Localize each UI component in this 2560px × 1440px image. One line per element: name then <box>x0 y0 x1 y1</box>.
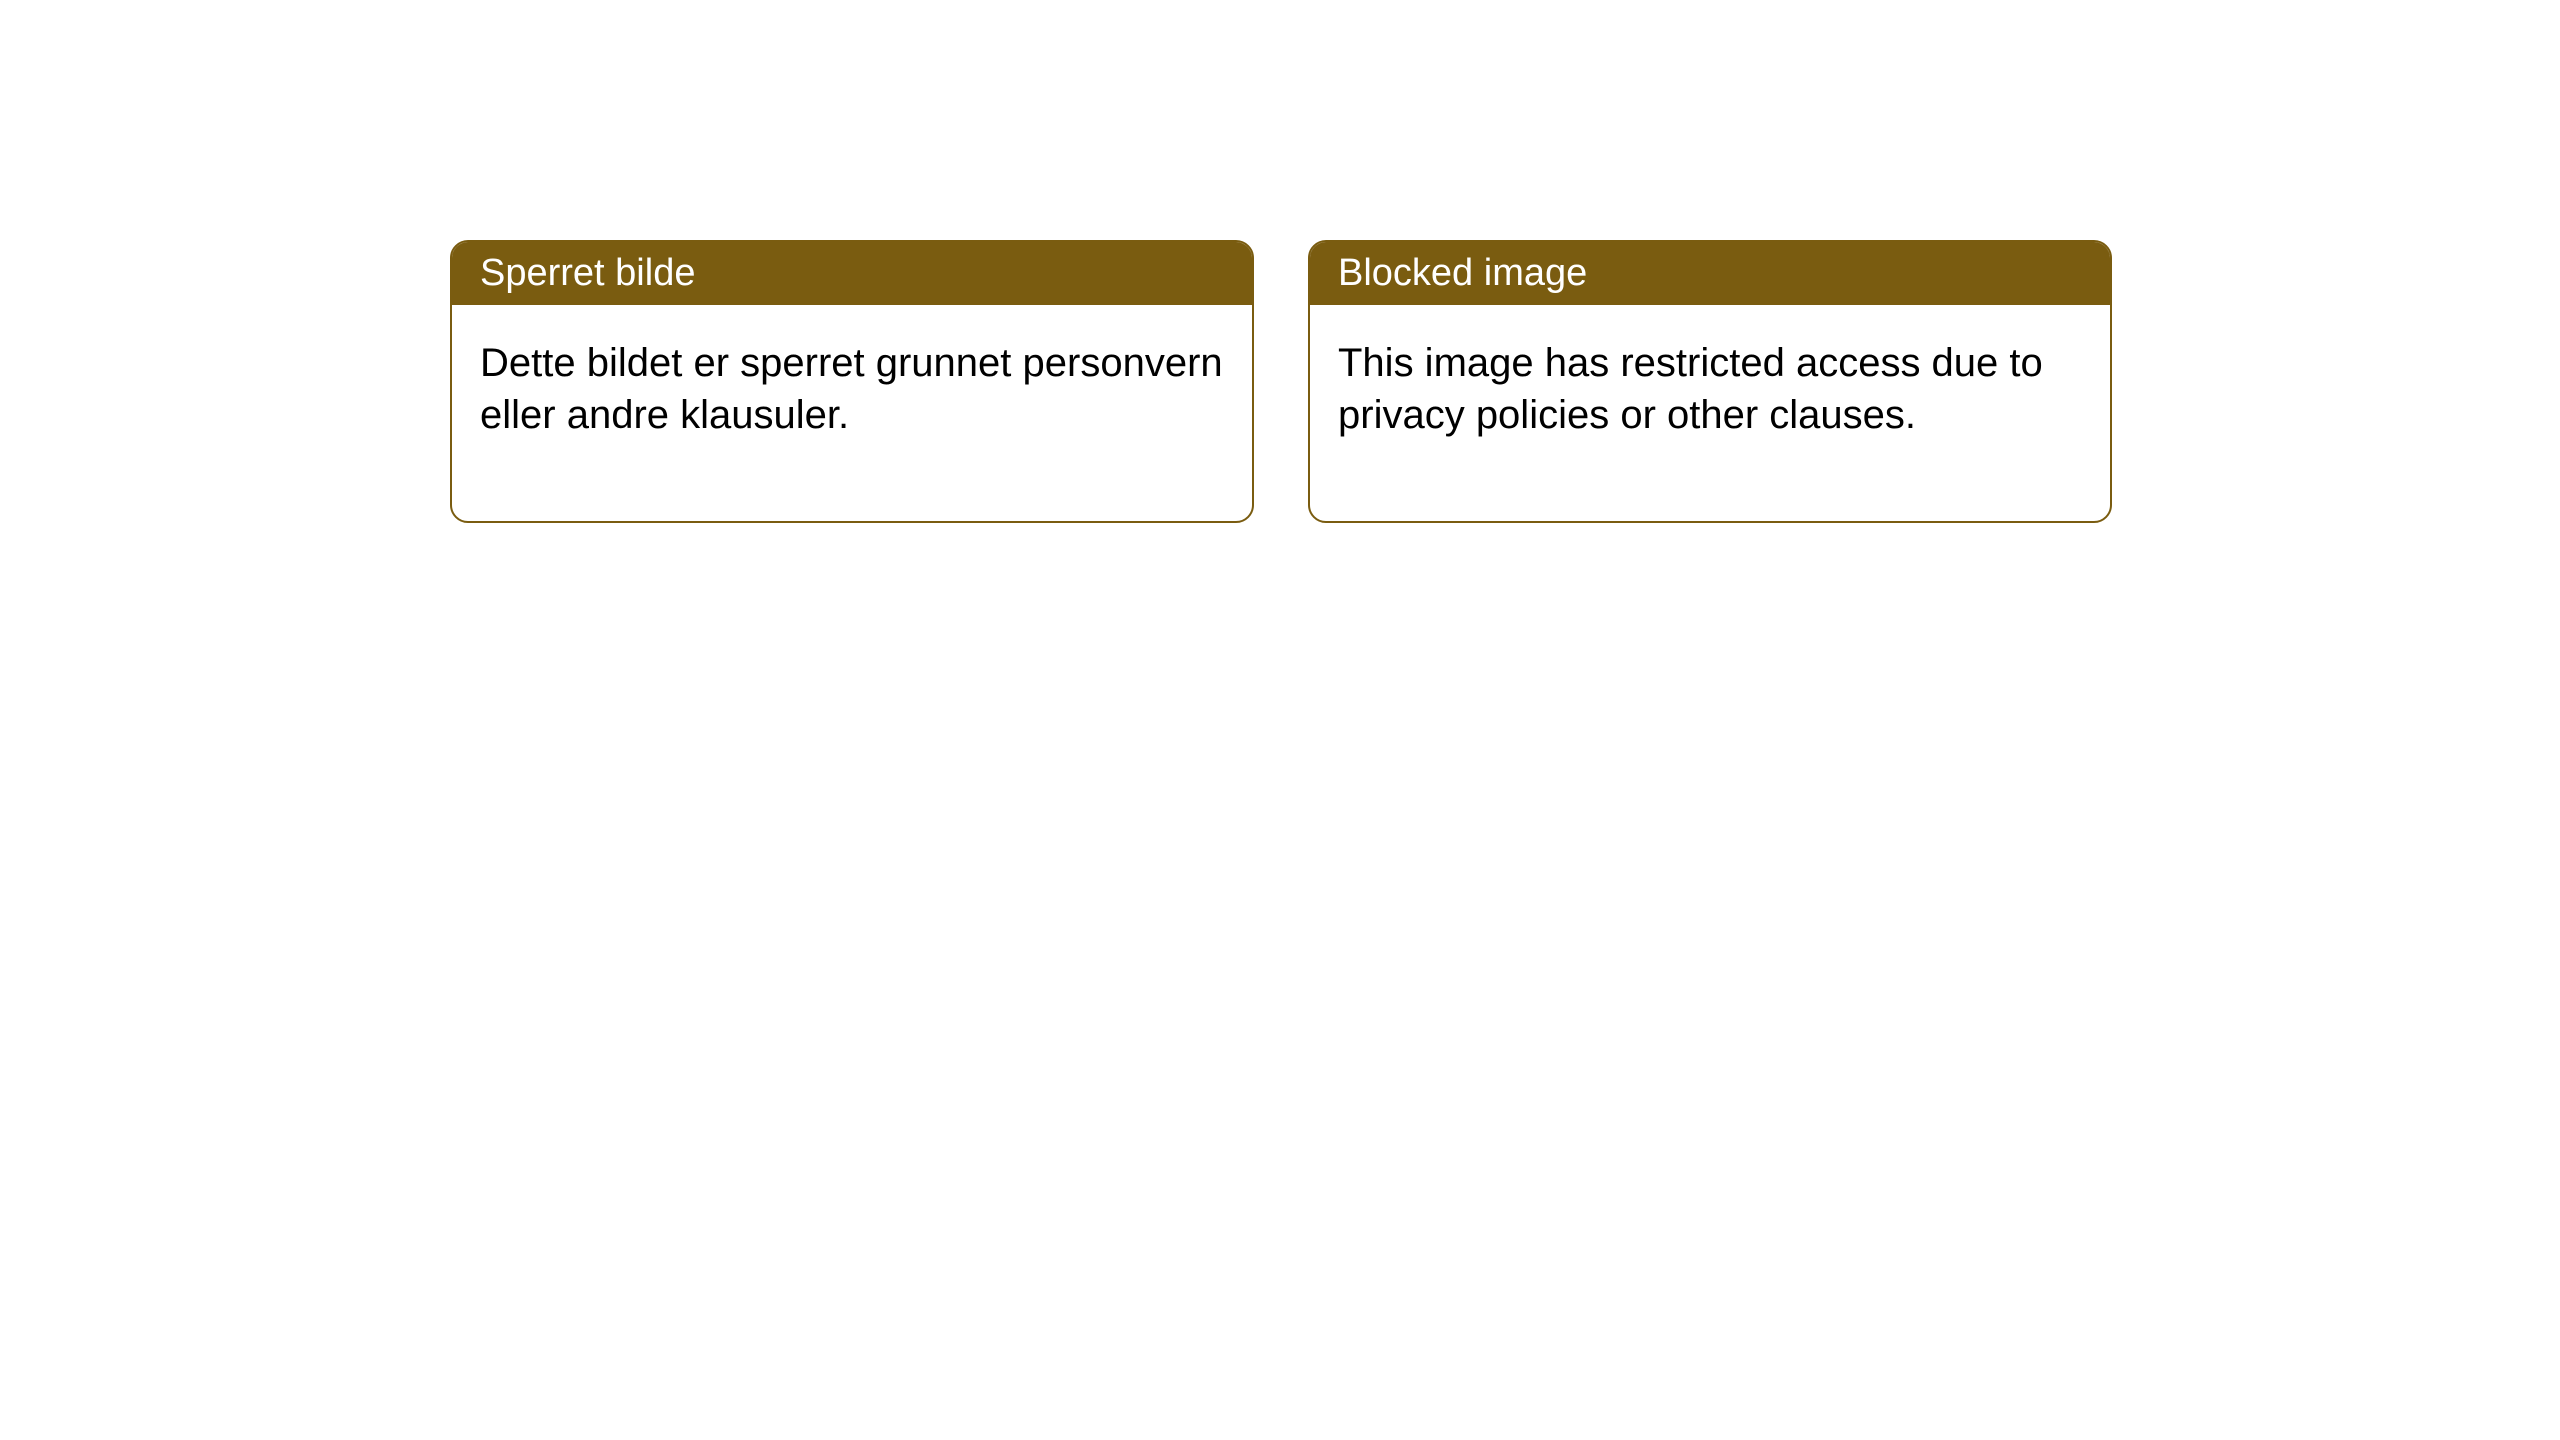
notice-body: This image has restricted access due to … <box>1310 305 2110 521</box>
notice-box-norwegian: Sperret bilde Dette bildet er sperret gr… <box>450 240 1254 523</box>
notice-header: Blocked image <box>1310 242 2110 305</box>
notice-container: Sperret bilde Dette bildet er sperret gr… <box>0 0 2560 523</box>
notice-title: Sperret bilde <box>480 252 695 294</box>
notice-box-english: Blocked image This image has restricted … <box>1308 240 2112 523</box>
notice-body-text: Dette bildet er sperret grunnet personve… <box>480 341 1223 437</box>
notice-title: Blocked image <box>1338 252 1587 294</box>
notice-body-text: This image has restricted access due to … <box>1338 341 2043 437</box>
notice-body: Dette bildet er sperret grunnet personve… <box>452 305 1252 521</box>
notice-header: Sperret bilde <box>452 242 1252 305</box>
